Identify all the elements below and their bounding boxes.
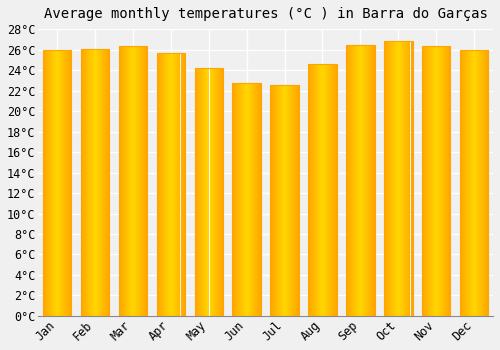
- Bar: [270, 85, 299, 316]
- Title: Average monthly temperatures (°C ) in Barra do Garças: Average monthly temperatures (°C ) in Ba…: [44, 7, 488, 21]
- Bar: [346, 46, 374, 316]
- Bar: [460, 50, 488, 316]
- Bar: [119, 47, 147, 316]
- Bar: [81, 49, 110, 316]
- Bar: [232, 83, 261, 316]
- Bar: [308, 64, 336, 316]
- Bar: [422, 47, 450, 316]
- Bar: [194, 68, 223, 316]
- Bar: [384, 41, 412, 316]
- Bar: [156, 52, 185, 316]
- Bar: [43, 50, 72, 316]
